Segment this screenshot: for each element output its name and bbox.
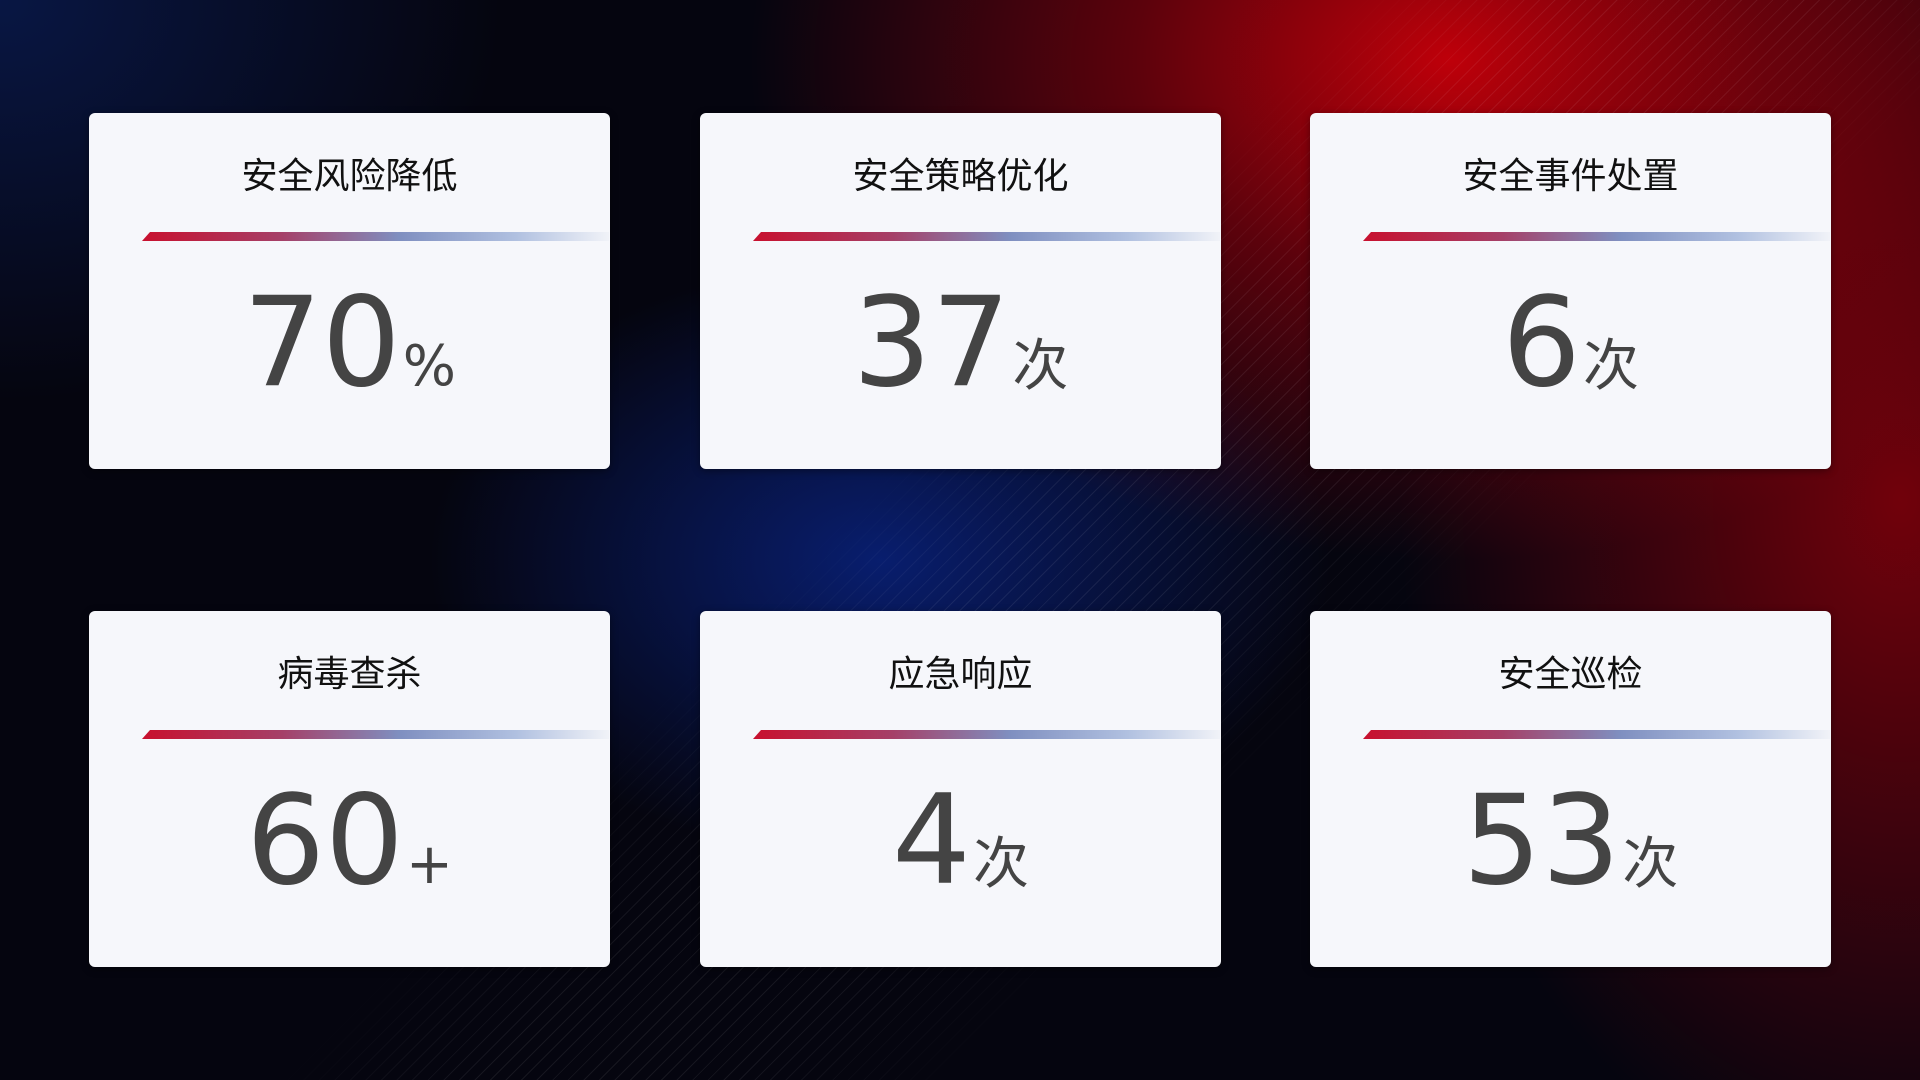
value-number: 37 [852, 271, 1011, 415]
stat-card-risk-reduction: 安全风险降低 70% [89, 113, 610, 469]
gradient-divider [1363, 730, 1830, 739]
stat-card-incident-handling: 安全事件处置 6次 [1310, 113, 1831, 469]
value-number: 70 [242, 271, 401, 415]
value-unit: 次 [1622, 832, 1679, 897]
card-value: 60+ [89, 779, 610, 903]
gradient-divider [142, 232, 609, 241]
value-number: 60 [246, 769, 404, 913]
card-title: 安全风险降低 [241, 156, 458, 197]
gradient-divider [753, 232, 1220, 241]
card-title: 病毒查杀 [277, 654, 422, 695]
card-title: 安全巡检 [1498, 654, 1643, 695]
card-value: 6次 [1310, 281, 1831, 405]
gradient-divider [142, 730, 609, 739]
value-number: 6 [1502, 271, 1581, 415]
value-unit: + [405, 832, 453, 897]
card-title: 安全策略优化 [852, 156, 1069, 197]
card-title: 应急响应 [888, 654, 1033, 695]
card-value: 70% [89, 281, 610, 405]
value-unit: 次 [972, 832, 1029, 897]
card-value: 4次 [700, 779, 1221, 903]
card-value: 53次 [1310, 779, 1831, 903]
value-unit: 次 [1012, 334, 1069, 399]
stat-card-emergency-response: 应急响应 4次 [700, 611, 1221, 967]
stat-card-policy-optimization: 安全策略优化 37次 [700, 113, 1221, 469]
stat-card-security-patrol: 安全巡检 53次 [1310, 611, 1831, 967]
value-unit: % [402, 334, 456, 399]
value-number: 4 [892, 769, 971, 913]
card-value: 37次 [700, 281, 1221, 405]
value-unit: 次 [1582, 334, 1639, 399]
value-number: 53 [1462, 769, 1621, 913]
card-title: 安全事件处置 [1462, 156, 1679, 197]
stat-card-virus-removal: 病毒查杀 60+ [89, 611, 610, 967]
gradient-divider [753, 730, 1220, 739]
gradient-divider [1363, 232, 1830, 241]
